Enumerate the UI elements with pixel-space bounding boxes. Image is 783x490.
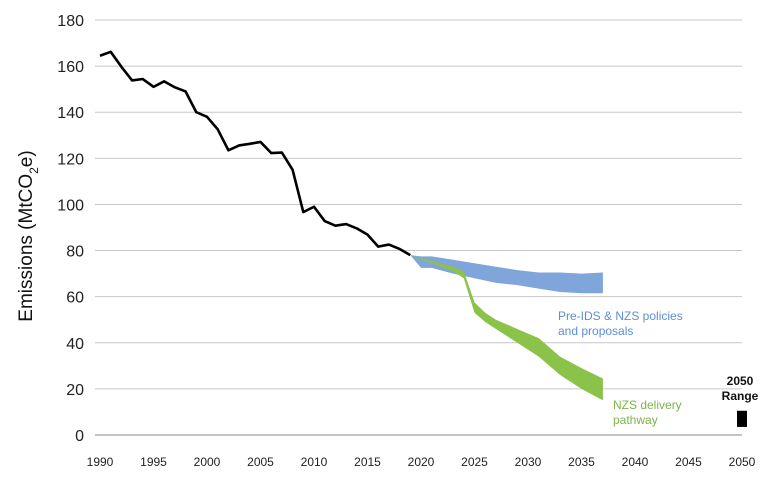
x-tick-label: 2025 bbox=[461, 455, 488, 469]
x-tick-label: 2035 bbox=[568, 455, 595, 469]
y-axis-label: Emissions (MtCO2e) bbox=[16, 150, 41, 321]
x-tick-label: 2015 bbox=[354, 455, 381, 469]
y-tick-label: 80 bbox=[66, 244, 84, 261]
x-tick-label: 1995 bbox=[140, 455, 167, 469]
y-tick-label: 160 bbox=[57, 59, 84, 76]
x-tick-label: 2020 bbox=[408, 455, 435, 469]
y-tick-label: 20 bbox=[66, 382, 84, 399]
x-tick-label: 2000 bbox=[194, 455, 221, 469]
x-tick-label: 2005 bbox=[247, 455, 274, 469]
y-tick-label: 40 bbox=[66, 336, 84, 353]
historical-series bbox=[99, 50, 411, 257]
y-axis-ticks: 0 20 40 60 80 100 120 140 160 180 bbox=[57, 13, 84, 445]
x-tick-label: 1990 bbox=[87, 455, 114, 469]
range-2050-bar bbox=[737, 410, 747, 427]
nzs-band-label-line1: NZS delivery bbox=[613, 398, 682, 412]
range-2050-label-line1: 2050 bbox=[727, 374, 754, 388]
y-tick-label: 60 bbox=[66, 290, 84, 307]
gridlines bbox=[95, 19, 742, 436]
x-tick-label: 2030 bbox=[515, 455, 542, 469]
y-tick-label: 0 bbox=[75, 428, 84, 445]
range-2050-label-line2: Range bbox=[722, 389, 759, 403]
y-tick-label: 140 bbox=[57, 105, 84, 122]
x-tick-label: 2050 bbox=[729, 455, 756, 469]
historical-emissions-line bbox=[99, 50, 411, 257]
range-2050 bbox=[737, 410, 747, 427]
policies-band-label-line1: Pre-IDS & NZS policies bbox=[558, 309, 683, 323]
policies-band-label-line2: and proposals bbox=[558, 324, 633, 338]
y-tick-label: 120 bbox=[57, 151, 84, 168]
y-tick-label: 100 bbox=[57, 197, 84, 214]
nzs-delivery-band bbox=[410, 255, 603, 401]
x-tick-label: 2045 bbox=[675, 455, 702, 469]
x-tick-label: 2040 bbox=[622, 455, 649, 469]
x-axis-ticks: 1990 1995 2000 2005 2010 2015 2020 2025 2030 2035… bbox=[87, 455, 756, 469]
policies-band bbox=[410, 255, 603, 294]
x-tick-label: 2010 bbox=[301, 455, 328, 469]
projection-bands bbox=[410, 255, 603, 401]
y-tick-label: 180 bbox=[57, 13, 84, 30]
nzs-band-label-line2: pathway bbox=[613, 413, 658, 427]
